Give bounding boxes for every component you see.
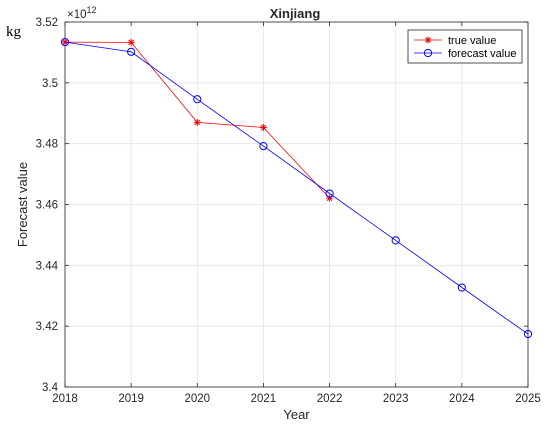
series-layer [60, 37, 533, 339]
legend-item: forecast value [414, 48, 516, 60]
x-tick-label: 2022 [317, 393, 343, 405]
y-tick-label: 3.5 [42, 78, 58, 90]
circle-marker [457, 283, 466, 292]
y-tick-label: 3.46 [36, 200, 58, 212]
y-tick-label: 3.52 [36, 17, 58, 29]
series-true-value [61, 38, 334, 202]
asterisk-marker [424, 36, 432, 44]
x-tick-label: 2021 [251, 393, 277, 405]
y-tick-label: 3.42 [36, 321, 58, 333]
series-line [64, 41, 529, 335]
y-exponent-label: ×1012 [67, 5, 97, 21]
ticks: 2018 2019 2020 2021 2022 2023 2024 2025 3.4 3.42 3… [36, 17, 541, 405]
y-tick-label: 3.44 [36, 260, 59, 272]
y-exponent-base: ×10 [67, 9, 87, 21]
unit-label: kg [6, 24, 22, 40]
circle-marker [325, 189, 334, 198]
y-exponent-power: 12 [87, 5, 97, 15]
y-axis-label: Forecast value [15, 162, 30, 247]
x-tick-label: 2024 [449, 393, 475, 405]
legend-label: true value [448, 35, 496, 47]
legend-label: forecast value [448, 48, 516, 60]
legend-item: true value [414, 35, 496, 47]
y-tick-label: 3.48 [36, 139, 58, 151]
asterisk-marker [127, 38, 135, 46]
circle-marker [391, 236, 400, 245]
x-axis-label: Year [283, 407, 310, 422]
x-tick-label: 2019 [118, 393, 144, 405]
asterisk-stroke [260, 124, 267, 131]
legend-box [407, 29, 523, 64]
asterisk-stroke [194, 119, 201, 126]
circle-marker [60, 37, 70, 47]
circle-marker [127, 47, 136, 56]
asterisk-stroke [62, 39, 68, 45]
x-tick-label: 2018 [52, 393, 78, 405]
x-tick-label: 2020 [184, 393, 210, 405]
asterisk-marker [259, 124, 267, 132]
y-tick-label: 3.4 [42, 382, 59, 394]
x-tick-label: 2025 [515, 393, 541, 405]
grid [64, 21, 529, 388]
circle-marker [423, 48, 433, 58]
series-forecast-value [60, 37, 533, 339]
x-tick-label: 2023 [383, 393, 409, 405]
asterisk-stroke [128, 39, 135, 46]
circle-marker [193, 95, 202, 104]
circle-marker [523, 329, 533, 339]
asterisk-marker [193, 118, 201, 126]
circle-marker [259, 142, 268, 151]
asterisk-stroke [425, 37, 431, 43]
chart-title: Xinjiang [270, 6, 321, 21]
